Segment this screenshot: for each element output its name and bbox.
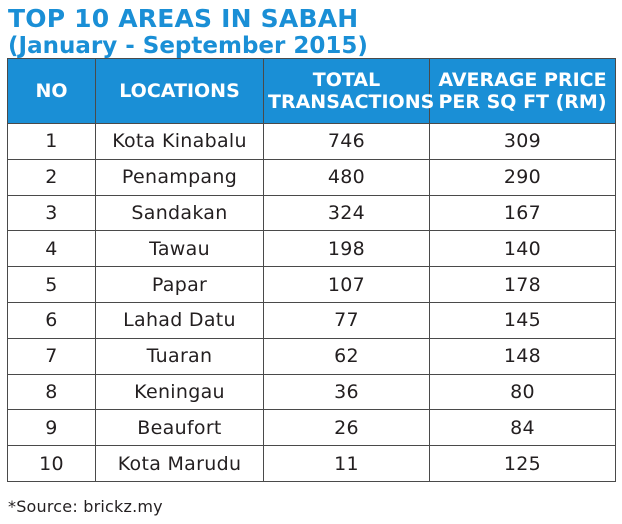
cell-avg-price: 140	[429, 230, 616, 268]
table-row: 4 Tawau 198 140	[7, 230, 616, 268]
chart-subtitle: (January - September 2015)	[8, 33, 368, 59]
cell-total-transactions: 26	[263, 409, 430, 447]
cell-location: Lahad Datu	[95, 301, 264, 339]
cell-no: 8	[7, 373, 96, 411]
header-total-transactions-line1: TOTAL	[312, 69, 381, 91]
cell-no: 3	[7, 194, 96, 232]
cell-no: 1	[7, 123, 96, 160]
cell-location: Kota Marudu	[95, 445, 264, 482]
header-locations-line1: LOCATIONS	[119, 80, 240, 102]
cell-total-transactions: 324	[263, 194, 430, 232]
header-no: NO	[7, 58, 96, 124]
cell-avg-price: 84	[429, 409, 616, 447]
cell-total-transactions: 36	[263, 373, 430, 411]
cell-location: Papar	[95, 266, 264, 303]
cell-location: Penampang	[95, 158, 264, 196]
cell-total-transactions: 480	[263, 158, 430, 196]
chart-title: TOP 10 AREAS IN SABAH	[8, 4, 359, 33]
cell-total-transactions: 11	[263, 445, 430, 482]
header-average-price-line1: AVERAGE PRICE	[438, 69, 607, 91]
header-total-transactions-line2: TRANSACTIONS	[268, 91, 435, 113]
cell-location: Kota Kinabalu	[95, 123, 264, 160]
cell-avg-price: 148	[429, 337, 616, 375]
header-locations: LOCATIONS	[95, 58, 264, 124]
cell-location: Sandakan	[95, 194, 264, 232]
table-row: 1 Kota Kinabalu 746 309	[7, 123, 616, 160]
header-average-price-line2: PER SQ FT (RM)	[438, 91, 607, 113]
cell-location: Beaufort	[95, 409, 264, 447]
cell-avg-price: 145	[429, 301, 616, 339]
data-table: NO LOCATIONS TOTAL TRANSACTIONS AVERAGE …	[7, 58, 616, 482]
cell-no: 6	[7, 301, 96, 339]
cell-avg-price: 309	[429, 123, 616, 160]
header-row: NO LOCATIONS TOTAL TRANSACTIONS AVERAGE …	[7, 58, 616, 124]
cell-location: Tuaran	[95, 337, 264, 375]
table-header: NO LOCATIONS TOTAL TRANSACTIONS AVERAGE …	[7, 58, 616, 124]
table-row: 9 Beaufort 26 84	[7, 409, 616, 447]
cell-total-transactions: 198	[263, 230, 430, 268]
cell-avg-price: 178	[429, 266, 616, 303]
header-total-transactions: TOTAL TRANSACTIONS	[263, 58, 435, 124]
cell-total-transactions: 107	[263, 266, 430, 303]
table-row: 8 Keningau 36 80	[7, 373, 616, 411]
cell-no: 9	[7, 409, 96, 447]
cell-no: 7	[7, 337, 96, 375]
cell-avg-price: 290	[429, 158, 616, 196]
cell-avg-price: 167	[429, 194, 616, 232]
cell-location: Tawau	[95, 230, 264, 268]
table-row: 6 Lahad Datu 77 145	[7, 301, 616, 339]
cell-no: 5	[7, 266, 96, 303]
table-body: 1 Kota Kinabalu 746 309 2 Penampang 480 290 3 San…	[7, 123, 616, 482]
cell-total-transactions: 746	[263, 123, 430, 160]
cell-no: 2	[7, 158, 96, 196]
cell-no: 10	[7, 445, 96, 482]
source-note: *Source: brickz.my	[8, 497, 163, 516]
table-row: 3 Sandakan 324 167	[7, 194, 616, 232]
table-row: 5 Papar 107 178	[7, 266, 616, 303]
cell-total-transactions: 62	[263, 337, 430, 375]
table-row: 10 Kota Marudu 11 125	[7, 445, 616, 482]
table-row: 2 Penampang 480 290	[7, 158, 616, 196]
cell-no: 4	[7, 230, 96, 268]
table-row: 7 Tuaran 62 148	[7, 337, 616, 375]
title-block: TOP 10 AREAS IN SABAH (January - Septemb…	[8, 4, 614, 60]
cell-avg-price: 80	[429, 373, 616, 411]
cell-location: Keningau	[95, 373, 264, 411]
cell-avg-price: 125	[429, 445, 616, 482]
header-no-line1: NO	[35, 80, 68, 102]
header-average-price: AVERAGE PRICE PER SQ FT (RM)	[429, 58, 616, 124]
cell-total-transactions: 77	[263, 301, 430, 339]
